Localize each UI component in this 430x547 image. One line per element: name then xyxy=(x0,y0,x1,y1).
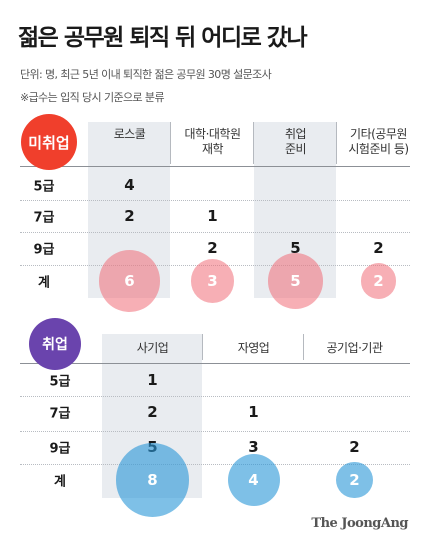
column-header: 사기업 xyxy=(136,341,169,355)
chart-title: 젊은 공무원 퇴직 뒤 어디로 갔나 xyxy=(18,25,308,51)
column-header: 기타(공무원 시험준비 등) xyxy=(348,127,409,156)
row-label: 계 xyxy=(54,474,66,490)
total-bubble: 5 xyxy=(267,253,324,309)
source-credit: The JoongAng xyxy=(311,516,408,531)
cell-value: 2 xyxy=(124,207,135,225)
cell-value: 5 xyxy=(290,239,301,257)
cell-value: 1 xyxy=(147,371,158,389)
total-bubble: 8 xyxy=(115,443,190,517)
header-rule xyxy=(20,166,410,167)
total-bubble: 3 xyxy=(190,259,235,303)
row-label: 7급 xyxy=(49,406,71,422)
row-divider xyxy=(20,200,410,201)
row-label: 7급 xyxy=(33,210,55,226)
row-label: 9급 xyxy=(49,441,71,457)
total-bubble: 4 xyxy=(227,454,280,506)
column-divider xyxy=(202,334,203,360)
cell-value: 2 xyxy=(349,438,360,456)
column-header: 공기업·기관 xyxy=(326,341,383,355)
row-divider xyxy=(20,395,410,397)
grade-note: ※급수는 입직 당시 기준으로 분류 xyxy=(20,91,165,104)
cell-value: 4 xyxy=(124,176,135,194)
total-bubble: 2 xyxy=(336,461,373,499)
row-label: 9급 xyxy=(33,242,55,258)
row-divider xyxy=(20,430,410,432)
cell-value: 3 xyxy=(248,438,259,456)
row-label: 계 xyxy=(38,275,50,291)
column-divider xyxy=(336,122,337,164)
cell-value: 2 xyxy=(373,239,384,257)
column-header: 취업 준비 xyxy=(284,127,307,156)
row-divider xyxy=(20,463,410,465)
row-label: 5급 xyxy=(33,179,55,195)
row-divider xyxy=(20,232,410,233)
cell-value: 2 xyxy=(207,239,218,257)
unemployed-badge: 미취업 xyxy=(21,114,77,170)
cell-value: 1 xyxy=(207,207,218,225)
header-rule xyxy=(20,363,410,364)
column-header: 대학·대학원 재학 xyxy=(184,127,241,156)
column-divider xyxy=(170,122,171,164)
cell-value: 1 xyxy=(248,403,259,421)
row-label: 5급 xyxy=(49,374,71,390)
column-header: 자영업 xyxy=(237,341,270,355)
unit-note: 단위: 명, 최근 5년 이내 퇴직한 젊은 공무원 30명 설문조사 xyxy=(20,68,272,81)
employed-badge: 취업 xyxy=(29,318,81,370)
column-header: 로스쿨 xyxy=(113,127,146,141)
total-bubble: 6 xyxy=(98,250,161,312)
cell-value: 2 xyxy=(147,403,158,421)
column-divider xyxy=(253,122,254,164)
total-bubble: 2 xyxy=(360,263,397,299)
column-divider xyxy=(303,334,304,360)
